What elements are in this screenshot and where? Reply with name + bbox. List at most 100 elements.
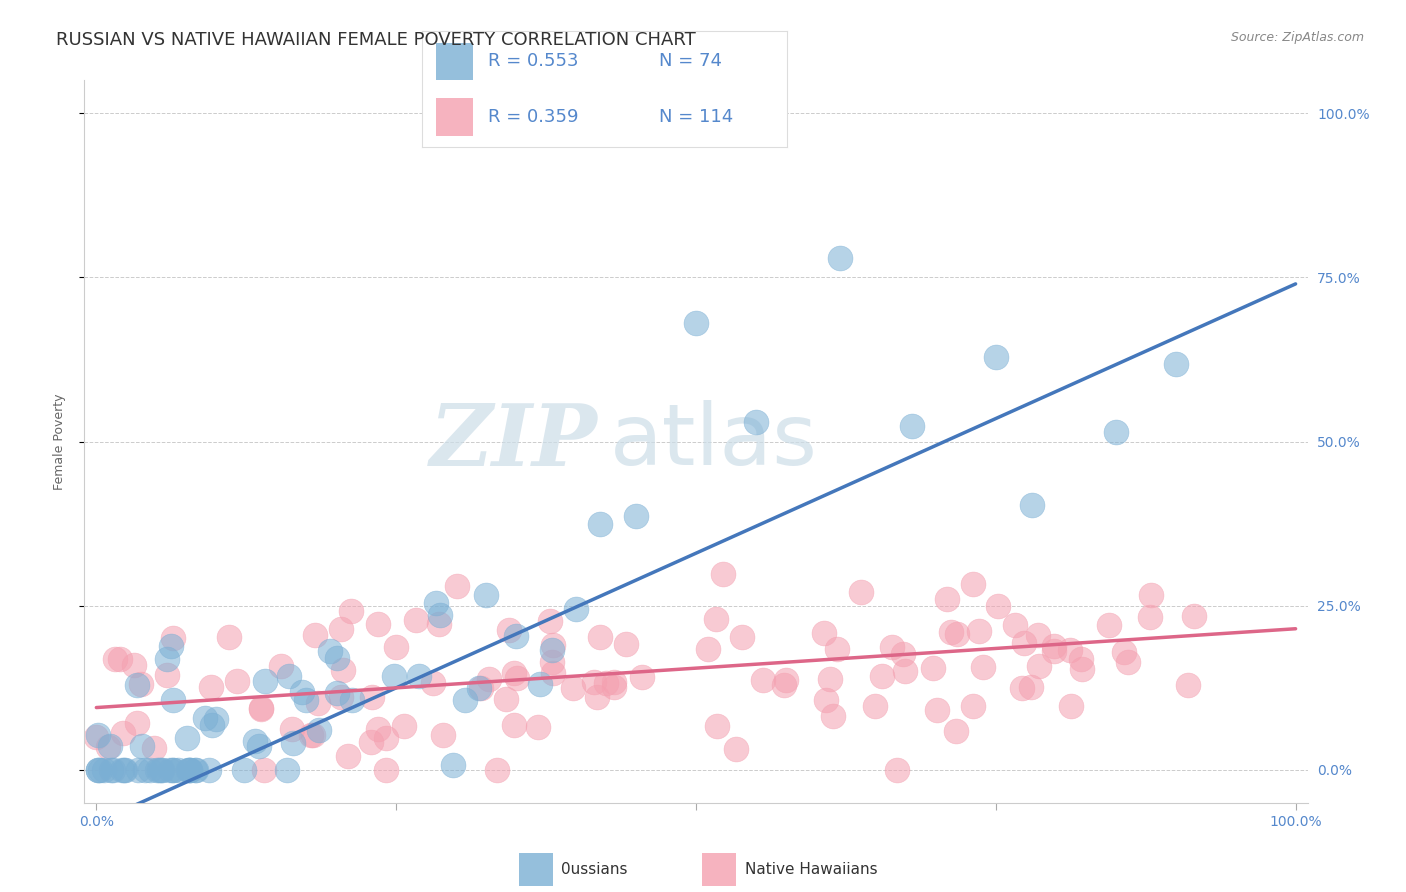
Point <box>337 748 360 763</box>
Text: 0ussians: 0ussians <box>561 863 628 878</box>
Point <box>538 614 561 628</box>
Text: atlas: atlas <box>610 400 818 483</box>
Point <box>775 673 797 687</box>
Point <box>340 693 363 707</box>
Point <box>233 763 256 777</box>
Point <box>441 758 464 772</box>
Point <box>93 763 115 777</box>
Point <box>468 681 491 695</box>
Point <box>408 668 430 682</box>
Point <box>111 725 134 739</box>
Point <box>827 641 849 656</box>
Point <box>711 566 734 581</box>
Point <box>1097 617 1119 632</box>
Point <box>1004 618 1026 632</box>
Point <box>97 739 120 754</box>
Point <box>162 632 184 646</box>
Point <box>945 626 967 640</box>
Point <box>249 700 271 714</box>
Point <box>1140 588 1163 602</box>
Point <box>813 626 835 640</box>
Point <box>446 579 468 593</box>
Point <box>818 673 841 687</box>
Point <box>823 708 845 723</box>
Point <box>166 763 188 777</box>
Point <box>849 584 872 599</box>
Point <box>1114 645 1136 659</box>
Point <box>1059 642 1081 657</box>
Point <box>773 678 796 692</box>
Point <box>814 693 837 707</box>
Point <box>291 685 314 699</box>
Point <box>139 763 162 777</box>
Point <box>1060 699 1083 714</box>
Point <box>361 690 384 704</box>
Text: RUSSIAN VS NATIVE HAWAIIAN FEMALE POVERTY CORRELATION CHART: RUSSIAN VS NATIVE HAWAIIAN FEMALE POVERT… <box>56 31 696 49</box>
Point <box>962 698 984 713</box>
Point <box>98 739 121 753</box>
Point <box>150 763 173 777</box>
Point <box>565 602 588 616</box>
Point <box>150 763 173 777</box>
Point <box>226 673 249 688</box>
Point <box>1026 628 1049 642</box>
Point <box>89 763 111 777</box>
Point <box>1070 662 1092 676</box>
Point <box>967 624 990 638</box>
Point <box>498 623 520 637</box>
Point <box>319 644 342 658</box>
Point <box>583 674 606 689</box>
Point <box>485 763 508 777</box>
Point <box>1012 636 1035 650</box>
Point <box>301 728 323 742</box>
Point <box>110 652 132 666</box>
Point <box>893 648 915 662</box>
Text: R = 0.553: R = 0.553 <box>488 53 578 70</box>
Point <box>541 642 564 657</box>
Point <box>724 742 747 756</box>
Point <box>1043 639 1066 653</box>
Point <box>177 763 200 777</box>
Point <box>281 736 304 750</box>
Point <box>616 637 638 651</box>
Point <box>156 668 179 682</box>
Point <box>731 630 754 644</box>
Point <box>987 599 1010 613</box>
Point <box>145 763 167 777</box>
Point <box>295 692 318 706</box>
Point <box>425 596 447 610</box>
Point <box>685 316 707 330</box>
Point <box>281 723 304 737</box>
Point <box>475 588 498 602</box>
Point <box>394 719 416 733</box>
Text: N = 74: N = 74 <box>659 53 723 70</box>
Point <box>131 739 153 753</box>
Point <box>360 735 382 749</box>
Point <box>541 666 564 681</box>
Text: 0.0%: 0.0% <box>79 814 114 829</box>
Point <box>1028 659 1050 673</box>
Point <box>200 680 222 694</box>
Point <box>176 731 198 745</box>
Point <box>745 416 768 430</box>
Point <box>502 718 524 732</box>
Point <box>184 763 207 777</box>
Point <box>541 638 564 652</box>
Point <box>936 592 959 607</box>
Point <box>179 763 201 777</box>
Point <box>1164 357 1187 371</box>
Point <box>101 763 124 777</box>
Point <box>863 698 886 713</box>
Point <box>901 419 924 434</box>
Point <box>527 720 550 734</box>
Point <box>1021 499 1043 513</box>
Point <box>505 629 527 643</box>
Point <box>339 603 361 617</box>
Point <box>86 730 108 744</box>
Point <box>470 681 492 695</box>
Point <box>706 719 728 733</box>
Point <box>529 677 551 691</box>
Point <box>204 712 226 726</box>
Point <box>562 681 585 696</box>
Point <box>941 625 963 640</box>
